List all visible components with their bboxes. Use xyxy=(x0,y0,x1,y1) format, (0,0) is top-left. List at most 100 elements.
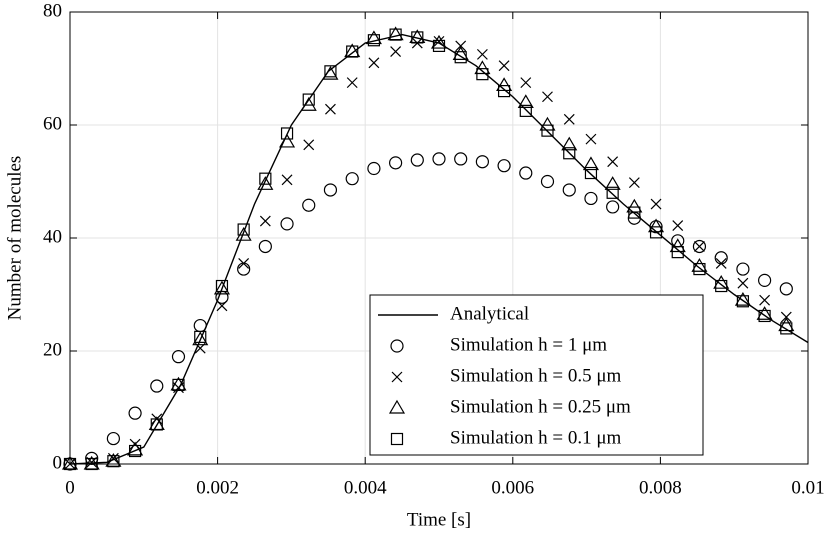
y-tick-label: 0 xyxy=(53,452,63,473)
triangle-marker xyxy=(430,34,448,49)
square-marker xyxy=(302,93,315,106)
triangle-marker xyxy=(669,238,686,253)
circle-marker xyxy=(128,406,142,420)
circle-marker xyxy=(323,183,338,197)
square-marker xyxy=(389,28,402,41)
square-marker xyxy=(346,45,359,58)
x-marker xyxy=(585,133,597,145)
square-marker xyxy=(85,457,98,471)
triangle-marker xyxy=(365,30,382,45)
x-marker xyxy=(391,371,403,383)
circle-marker xyxy=(410,153,424,167)
circle-marker xyxy=(692,239,707,254)
circle-marker xyxy=(584,191,598,206)
square-marker xyxy=(150,418,163,431)
triangle-marker xyxy=(517,94,534,108)
square-marker xyxy=(541,124,554,137)
x-marker xyxy=(107,452,119,464)
legend: Analytical Simulation h = 1 μm Simulation … xyxy=(369,294,704,456)
x-marker xyxy=(476,48,488,60)
triangle-marker xyxy=(235,226,252,241)
legend-label: Simulation h = 1 μm xyxy=(450,334,607,355)
x-marker xyxy=(216,300,228,312)
square-marker xyxy=(367,34,381,47)
triangle-marker xyxy=(452,46,469,60)
square-marker xyxy=(693,262,706,276)
triangle-marker xyxy=(322,65,339,80)
x-marker xyxy=(607,156,619,168)
circle-marker xyxy=(345,172,359,186)
triangle-marker xyxy=(604,176,621,190)
y-tick-label: 60 xyxy=(43,113,62,134)
x-marker xyxy=(238,258,250,269)
square-marker xyxy=(780,322,793,335)
x-marker xyxy=(281,174,293,186)
legend-label: Analytical xyxy=(450,303,529,324)
square-marker xyxy=(63,457,77,471)
triangle-marker xyxy=(756,306,773,320)
circle-marker xyxy=(475,155,489,169)
square-marker xyxy=(432,39,446,53)
x-tick-label: 0 xyxy=(65,477,75,498)
square-marker xyxy=(476,68,489,81)
circle-marker xyxy=(758,273,772,287)
circle-marker xyxy=(562,183,576,197)
x-marker xyxy=(563,113,575,125)
x-marker xyxy=(368,57,380,69)
x-marker xyxy=(390,46,402,57)
x-marker xyxy=(303,139,315,151)
x-marker xyxy=(433,35,445,47)
triangle-marker xyxy=(691,258,708,272)
triangle-marker xyxy=(648,218,665,233)
square-marker xyxy=(390,432,404,446)
square-marker xyxy=(736,295,750,308)
circle-marker xyxy=(258,239,272,254)
x-marker xyxy=(650,198,662,210)
legend-label: Simulation h = 0.25 μm xyxy=(450,396,631,417)
circle-marker xyxy=(367,161,381,176)
square-marker xyxy=(563,147,576,160)
square-marker xyxy=(519,104,532,117)
circle-marker xyxy=(497,159,511,173)
circle-marker xyxy=(736,262,750,276)
x-tick-label: 0.01 xyxy=(791,477,824,498)
x-marker xyxy=(737,277,749,289)
triangle-marker xyxy=(713,275,730,289)
legend-box xyxy=(369,294,704,456)
y-axis-label: Number of molecules xyxy=(4,156,25,321)
x-marker xyxy=(715,258,727,269)
square-marker xyxy=(128,444,142,458)
square-marker xyxy=(628,206,641,219)
triangle-marker xyxy=(127,441,144,456)
x-marker xyxy=(672,220,684,231)
x-marker xyxy=(780,311,792,323)
square-marker xyxy=(107,455,120,468)
x-tick-label: 0.008 xyxy=(639,477,682,498)
square-marker xyxy=(649,226,663,239)
triangle-marker xyxy=(279,133,296,148)
circle-marker xyxy=(302,198,316,212)
x-marker xyxy=(542,91,553,103)
square-marker xyxy=(215,279,229,293)
y-tick-label: 80 xyxy=(43,0,62,21)
x-tick-label: 0.004 xyxy=(344,477,387,498)
circle-marker xyxy=(390,339,404,353)
x-marker xyxy=(325,103,336,115)
circle-marker xyxy=(606,200,620,214)
triangle-marker xyxy=(778,317,795,332)
axes-box xyxy=(69,11,809,465)
x-axis-label: Time [s] xyxy=(407,509,471,530)
circle-marker xyxy=(280,217,294,231)
triangle-marker xyxy=(539,116,556,131)
square-marker xyxy=(758,309,771,323)
x-marker xyxy=(498,60,510,72)
square-marker xyxy=(259,172,272,185)
analytical-line xyxy=(69,33,809,465)
x-marker xyxy=(455,40,467,52)
triangle-marker xyxy=(626,198,643,213)
circle-marker xyxy=(519,166,533,180)
circle-marker xyxy=(454,152,468,166)
circle-marker xyxy=(389,156,403,170)
triangle-marker xyxy=(582,156,599,171)
